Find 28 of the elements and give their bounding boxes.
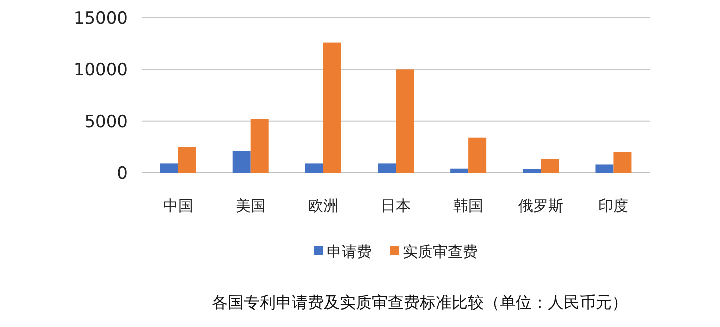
bar [614, 152, 632, 173]
bar [450, 168, 469, 173]
bar [378, 164, 396, 173]
x-tick-label: 韩国 [454, 197, 484, 215]
x-tick-label: 印度 [598, 197, 629, 215]
bar [232, 151, 251, 173]
legend-label: 申请费 [327, 243, 372, 261]
bar [596, 164, 614, 173]
x-tick-label: 美国 [236, 197, 266, 215]
x-tick-label: 中国 [163, 197, 194, 215]
x-tick-label: 日本 [381, 197, 411, 215]
x-tick-label: 俄罗斯 [518, 197, 564, 215]
bar [323, 42, 342, 173]
y-tick-label: 15000 [74, 9, 128, 29]
bar [541, 159, 560, 173]
y-tick-label: 0 [117, 164, 128, 184]
bar [468, 138, 487, 173]
bar [396, 70, 414, 173]
y-tick-label: 5000 [84, 112, 128, 132]
text: 各国专利申请费及实质审查费标准比较（单位：人民币元） [212, 293, 628, 312]
bar [250, 119, 269, 173]
legend-label: 实质审查费 [403, 243, 478, 261]
bar [160, 164, 178, 173]
y-tick-label: 10000 [74, 60, 128, 81]
bar [178, 147, 196, 173]
bar [305, 164, 324, 173]
bar [523, 169, 542, 173]
x-tick-label: 欧洲 [308, 197, 338, 215]
